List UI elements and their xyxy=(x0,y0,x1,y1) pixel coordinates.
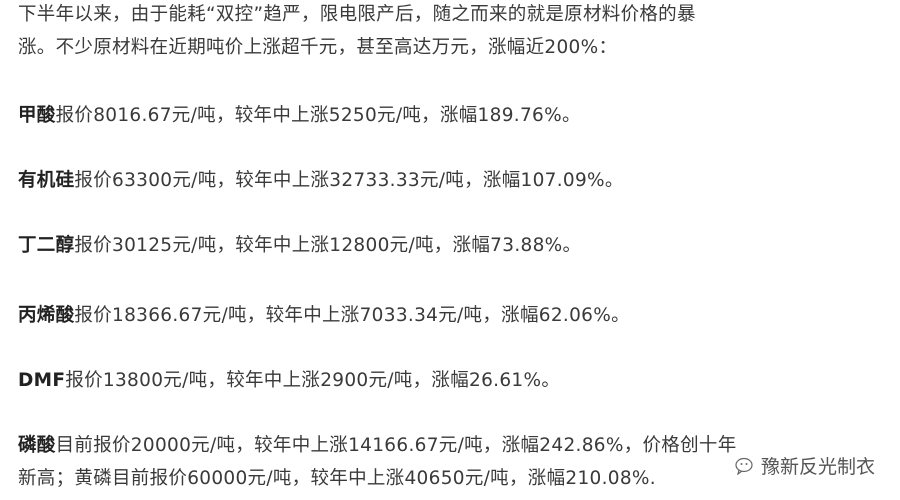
item-text: 目前报价20000元/吨，较年中上涨14166.67元/吨，涨幅242.86%，… xyxy=(55,435,737,456)
item-text: 报价18366.67元/吨，较年中上涨7033.34元/吨，涨幅62.06%。 xyxy=(74,305,630,326)
item-text: 报价30125元/吨，较年中上涨12800元/吨，涨幅73.88%。 xyxy=(74,235,582,256)
item-name: 有机硅 xyxy=(18,170,75,191)
item-text: 报价63300元/吨，较年中上涨32733.33元/吨，涨幅107.09%。 xyxy=(74,170,624,191)
item-name: 磷酸 xyxy=(18,435,56,456)
intro-line-2: 涨。不少原材料在近期吨价上涨超千元，甚至高达万元，涨幅近200%： xyxy=(18,37,618,58)
item-name: DMF xyxy=(18,370,66,391)
watermark-text: 豫新反光制衣 xyxy=(761,456,876,478)
item-phosphoric-acid-cont: 新高；黄磷目前报价60000元/吨，较年中上涨40650元/吨，涨幅210.08… xyxy=(18,468,656,489)
item-acrylic-acid: 丙烯酸报价18366.67元/吨，较年中上涨7033.34元/吨，涨幅62.06… xyxy=(18,304,630,328)
item-formic-acid: 甲酸报价8016.67元/吨，较年中上涨5250元/吨，涨幅189.76%。 xyxy=(18,104,581,128)
item-name: 丁二醇 xyxy=(18,235,75,256)
intro-line-1: 下半年以来，由于能耗“双控”趋严，限电限产后，随之而来的就是原材料价格的暴 xyxy=(18,4,696,25)
item-text: 报价13800元/吨，较年中上涨2900元/吨，涨幅26.61%。 xyxy=(65,370,561,391)
item-bdo: 丁二醇报价30125元/吨，较年中上涨12800元/吨，涨幅73.88%。 xyxy=(18,234,581,258)
item-text: 报价8016.67元/吨，较年中上涨5250元/吨，涨幅189.76%。 xyxy=(55,105,581,126)
item-dmf: DMF报价13800元/吨，较年中上涨2900元/吨，涨幅26.61%。 xyxy=(18,369,560,393)
item-name: 甲酸 xyxy=(18,105,56,126)
item-phosphoric-acid: 磷酸目前报价20000元/吨，较年中上涨14166.67元/吨，涨幅242.86… xyxy=(18,434,737,458)
item-name: 丙烯酸 xyxy=(18,305,75,326)
wechat-icon xyxy=(735,457,753,475)
item-silicone: 有机硅报价63300元/吨，较年中上涨32733.33元/吨，涨幅107.09%… xyxy=(18,169,624,193)
watermark: 豫新反光制衣 xyxy=(735,452,875,479)
